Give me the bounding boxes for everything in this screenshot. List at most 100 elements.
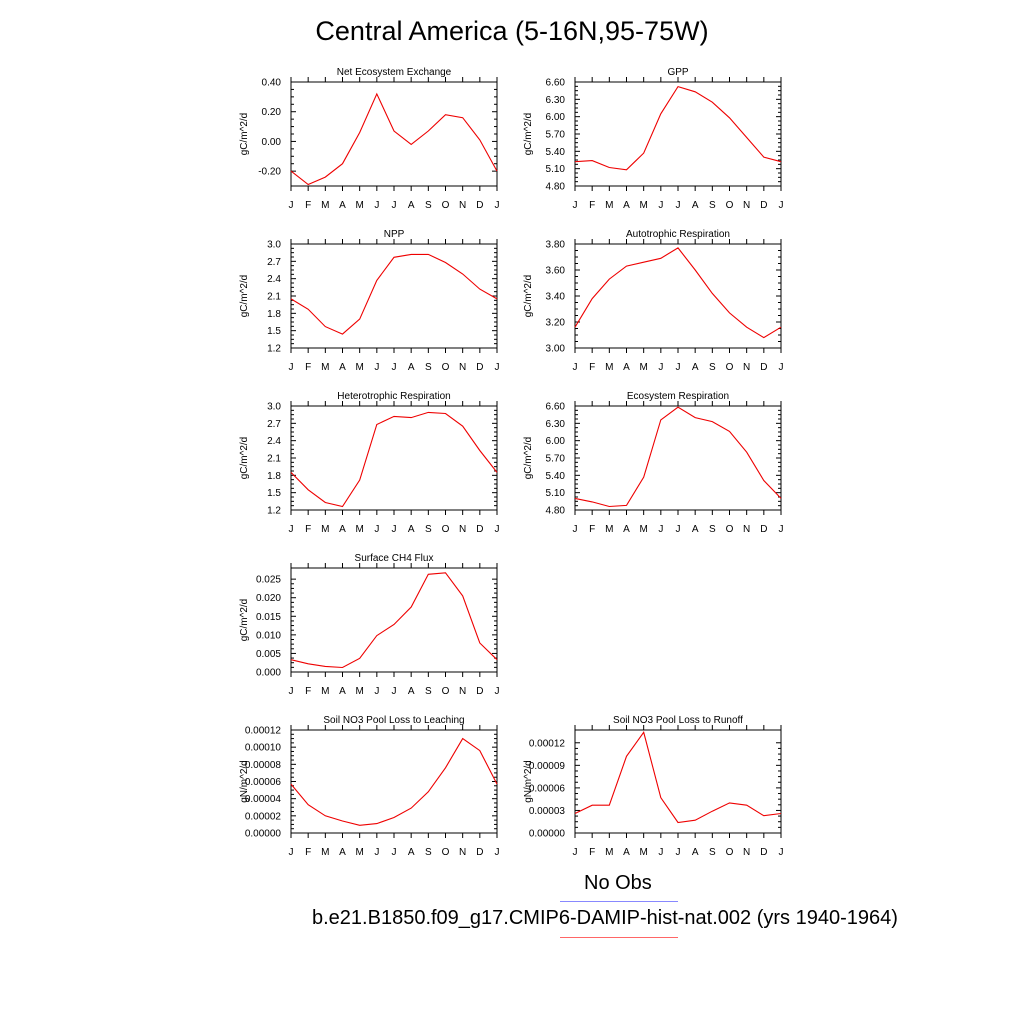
y-axis-label: gN/m^2/d [523,760,534,803]
x-tick-label: D [476,200,483,211]
y-tick-label: 3.60 [546,266,566,277]
x-tick-label: M [321,686,329,697]
y-axis-label: gC/m^2/d [239,599,250,642]
legend-model-line [560,937,678,938]
x-tick-label: J [779,200,784,211]
y-tick-label: 1.2 [267,506,281,517]
chart-title: Heterotrophic Respiration [337,391,450,402]
chart-title: Soil NO3 Pool Loss to Leaching [323,715,464,726]
x-tick-label: F [589,200,595,211]
x-tick-label: A [339,686,346,697]
x-tick-label: A [692,362,699,373]
series-line [290,92,498,186]
x-tick-label: F [305,200,311,211]
chart-panel: Surface CH4 Flux gC/m^2/d 0.000 0.005 0.010 0… [239,553,500,697]
x-tick-label: O [442,524,450,535]
x-tick-label: D [476,524,483,535]
y-tick-label: 2.7 [267,419,281,430]
series-line [290,737,498,826]
y-tick-label: 0.005 [256,649,281,660]
y-tick-label: 1.8 [267,309,281,320]
y-tick-label: 5.10 [546,488,566,499]
legend-obs-label: No Obs [584,872,652,894]
x-tick-label: J [289,847,294,858]
x-tick-label: M [321,847,329,858]
x-tick-label: J [658,200,663,211]
x-tick-label: S [425,200,432,211]
x-tick-label: J [289,686,294,697]
x-tick-label: F [305,362,311,373]
x-tick-label: N [743,847,750,858]
y-tick-label: 0.00003 [529,806,566,817]
x-tick-label: J [392,524,397,535]
x-tick-label: A [339,847,346,858]
x-tick-label: O [726,362,734,373]
x-tick-label: J [658,524,663,535]
x-tick-label: O [726,524,734,535]
x-tick-label: O [442,686,450,697]
x-tick-label: J [495,200,500,211]
x-tick-label: F [589,847,595,858]
series-line [290,572,498,669]
y-tick-label: 3.20 [546,318,566,329]
x-tick-label: S [425,524,432,535]
y-tick-label: 6.30 [546,95,566,106]
x-tick-label: O [726,200,734,211]
plot-frame [290,243,498,349]
y-tick-label: 6.60 [546,402,566,413]
y-tick-label: 0.020 [256,593,281,604]
x-tick-label: M [355,524,363,535]
x-tick-label: F [589,362,595,373]
x-tick-label: F [589,524,595,535]
x-tick-label: M [639,200,647,211]
x-tick-label: F [305,524,311,535]
x-tick-label: M [321,200,329,211]
y-tick-label: 1.2 [267,344,281,355]
y-tick-label: 6.00 [546,436,566,447]
x-tick-label: A [623,524,630,535]
y-tick-label: 0.40 [262,78,282,89]
x-tick-label: J [289,200,294,211]
x-tick-label: N [743,200,750,211]
y-tick-label: 0.025 [256,575,281,586]
x-tick-label: N [459,847,466,858]
x-tick-label: J [392,362,397,373]
x-tick-label: D [476,686,483,697]
y-tick-label: 1.8 [267,471,281,482]
x-tick-label: F [305,847,311,858]
y-tick-label: 0.00000 [245,829,282,840]
x-tick-label: J [658,847,663,858]
x-tick-label: A [408,200,415,211]
x-tick-label: N [743,524,750,535]
y-tick-label: 1.5 [267,326,281,337]
y-axis-label: gC/m^2/d [239,113,250,156]
chart-title: NPP [384,229,405,240]
x-tick-label: J [392,847,397,858]
x-tick-label: J [676,847,681,858]
x-tick-label: N [743,362,750,373]
x-tick-label: M [605,524,613,535]
series-line [574,247,782,339]
x-tick-label: D [760,847,767,858]
x-tick-label: M [605,200,613,211]
chart-panel: Ecosystem Respiration gC/m^2/d 4.80 5.10 5.4… [523,391,784,535]
x-tick-label: J [676,362,681,373]
x-tick-label: A [339,524,346,535]
x-tick-label: A [339,362,346,373]
x-tick-label: S [709,362,716,373]
x-tick-label: J [392,686,397,697]
plot-frame [290,567,498,673]
x-tick-label: J [289,524,294,535]
chart-panel: Soil NO3 Pool Loss to LeachinggN/m^2/d0.… [239,715,500,858]
y-tick-label: 0.010 [256,630,281,641]
y-tick-label: 3.40 [546,292,566,303]
series-line [290,411,498,508]
x-tick-label: J [676,524,681,535]
chart-panel: Autotrophic Respiration gC/m^2/d 3.00 3.20 3… [523,229,784,373]
x-tick-label: N [459,362,466,373]
chart-panel: Soil NO3 Pool Loss to RunoffgN/m^2/d0.00… [523,715,784,858]
x-tick-label: S [709,524,716,535]
y-tick-label: 3.80 [546,240,566,251]
